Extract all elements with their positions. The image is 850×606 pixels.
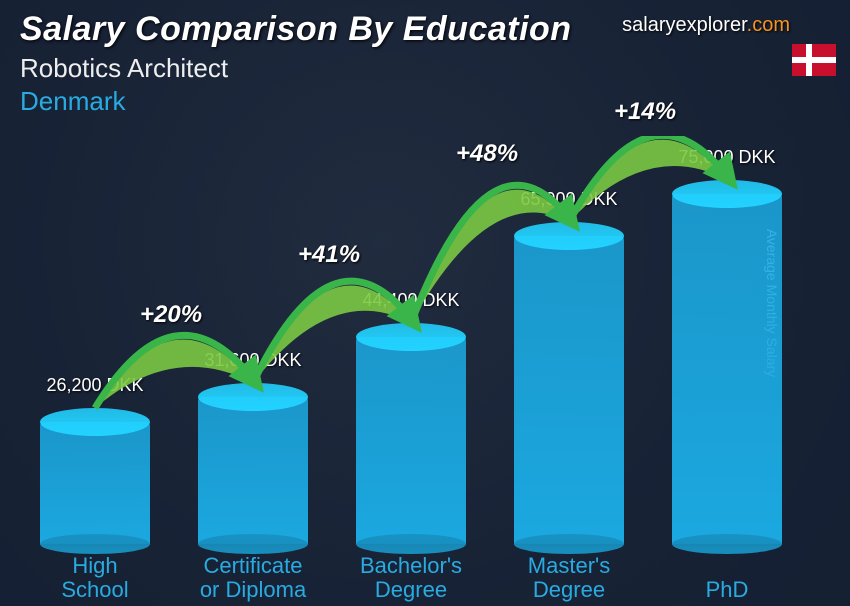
x-axis-label: Bachelor'sDegree xyxy=(331,554,491,602)
bar-value-label: 65,900 DKK xyxy=(504,189,634,210)
bar-value-label: 75,000 DKK xyxy=(662,147,792,168)
brand-text-a: salaryexplorer xyxy=(622,14,747,36)
increase-label: +14% xyxy=(614,98,676,126)
country: Denmark xyxy=(20,86,572,117)
x-axis-label: Certificateor Diploma xyxy=(173,554,333,602)
bar-rect xyxy=(356,337,466,544)
bar-value-label: 44,400 DKK xyxy=(346,290,476,311)
x-axis-label: HighSchool xyxy=(15,554,175,602)
increase-label: +48% xyxy=(456,140,518,168)
bar-value-label: 31,600 DKK xyxy=(188,350,318,371)
bar-rect xyxy=(40,422,150,544)
subtitle: Robotics Architect xyxy=(20,53,572,84)
bar-value-label: 26,200 DKK xyxy=(30,375,160,396)
bar-rect xyxy=(514,236,624,544)
bar-3: 65,900 DKK xyxy=(504,189,634,544)
bar-4: 75,000 DKK xyxy=(662,147,792,544)
brand-logo: salaryexplorer.com xyxy=(622,14,790,37)
page-title: Salary Comparison By Education xyxy=(20,10,572,49)
increase-label: +41% xyxy=(298,241,360,269)
bar-2: 44,400 DKK xyxy=(346,290,476,544)
bar-0: 26,200 DKK xyxy=(30,375,160,544)
bar-1: 31,600 DKK xyxy=(188,350,318,544)
header: Salary Comparison By Education Robotics … xyxy=(20,10,572,117)
increase-label: +20% xyxy=(140,301,202,329)
x-axis-label: Master'sDegree xyxy=(489,554,649,602)
bar-rect xyxy=(198,397,308,544)
salary-bar-chart: 26,200 DKK HighSchool 31,600 DKK Certificat… xyxy=(0,136,810,606)
brand-text-b: .com xyxy=(747,14,790,36)
denmark-flag-icon xyxy=(792,44,836,76)
bar-rect xyxy=(672,194,782,544)
x-axis-label: PhD xyxy=(647,578,807,602)
